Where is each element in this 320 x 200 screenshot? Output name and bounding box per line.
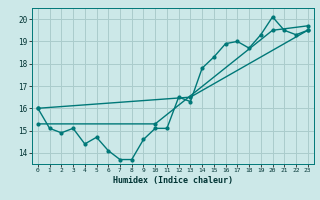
- X-axis label: Humidex (Indice chaleur): Humidex (Indice chaleur): [113, 176, 233, 185]
